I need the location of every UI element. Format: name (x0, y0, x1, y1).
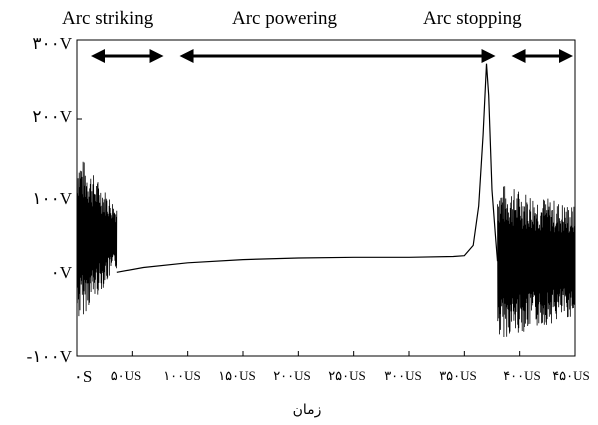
x-tick-label: ۲۵۰US (328, 368, 366, 383)
y-tick-label: ۲۰۰V (32, 107, 72, 126)
y-tick-label: ۳۰۰V (32, 34, 72, 53)
phase-annotations: Arc striking Arc powering Arc stopping (62, 8, 573, 63)
x-tick-label: ۲۰۰US (273, 368, 311, 383)
phase-arrow-head-left (511, 49, 526, 63)
phase-arrows (91, 49, 573, 63)
series-line (497, 186, 576, 338)
phase-label-arc-striking: Arc striking (62, 8, 154, 29)
series-line (116, 63, 499, 273)
phase-arrow-head-right (481, 49, 496, 63)
series-layer (76, 63, 576, 338)
phase-arrow-head-right (149, 49, 164, 63)
plot-area (76, 39, 576, 357)
x-tick-label: ۱۰۰US (163, 368, 201, 383)
phase-label-arc-stopping: Arc stopping (423, 8, 522, 29)
x-tick-marks (76, 351, 576, 356)
y-axis-ticks: ۳۰۰V ۲۰۰V ۱۰۰V ۰V -۱۰۰V (27, 34, 73, 366)
x-tick-label: ۳۵۰US (439, 368, 477, 383)
x-tick-label: ۵۰US (111, 368, 142, 383)
x-tick-label: ۳۰۰US (384, 368, 422, 383)
phase-arrow-head-left (91, 49, 105, 63)
x-axis-label: زمان (293, 402, 322, 418)
phase-arrow-head-right (559, 49, 573, 63)
phase-arrow-head-left (179, 49, 194, 63)
x-tick-label: ۰S (74, 367, 93, 386)
x-axis-ticks: ۰S ۵۰US ۱۰۰US ۱۵۰US ۲۰۰US ۲۵۰US ۳۰۰US ۳۵… (74, 367, 590, 386)
series-line (76, 161, 118, 317)
y-tick-label: ۱۰۰V (32, 189, 72, 208)
x-tick-label: ۱۵۰US (218, 368, 256, 383)
x-tick-label: ۴۵۰US (552, 368, 590, 383)
y-tick-label: -۱۰۰V (27, 347, 73, 366)
phase-label-arc-powering: Arc powering (232, 8, 337, 29)
x-tick-label: ۴۰۰US (503, 368, 541, 383)
y-tick-label: ۰V (51, 263, 73, 282)
